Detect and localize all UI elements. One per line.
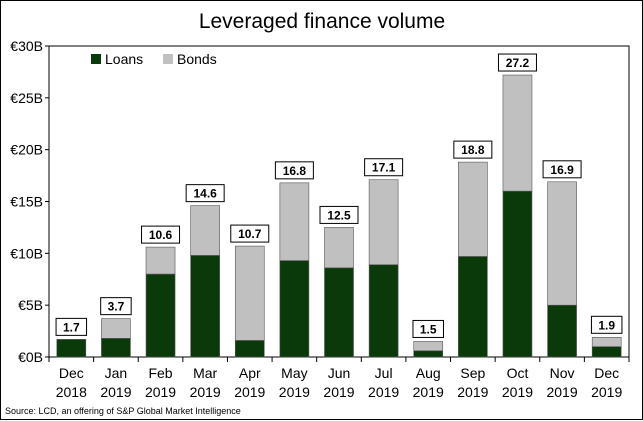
x-tick-label: Sep	[460, 365, 485, 381]
x-tick-label: Aug	[416, 365, 441, 381]
x-tick-label: 2019	[279, 384, 310, 400]
x-tick-label: Oct	[507, 365, 529, 381]
bar-loans	[591, 346, 622, 358]
total-label: 1.7	[63, 320, 80, 334]
x-tick-label: 2019	[591, 384, 622, 400]
bar-bonds	[547, 181, 577, 306]
bar-loans	[413, 350, 444, 358]
bar-loans	[190, 255, 220, 358]
x-tick-label: 2019	[502, 384, 533, 400]
bar-loans	[368, 264, 399, 358]
total-label-box	[412, 319, 444, 338]
legend-label-loans: Loans	[105, 51, 143, 67]
total-label-box	[497, 53, 537, 72]
total-label: 14.6	[193, 187, 217, 201]
bar-bonds	[591, 337, 622, 347]
legend-swatch-bonds	[163, 54, 173, 64]
x-tick-label: 2019	[145, 384, 176, 400]
y-tick-label: €25B	[10, 90, 43, 106]
total-label-box	[141, 225, 181, 244]
total-label-box	[274, 161, 314, 180]
x-tick-label: 2019	[190, 384, 221, 400]
total-label: 27.2	[506, 56, 530, 70]
x-tick-label: 2019	[546, 384, 577, 400]
total-label-box	[100, 297, 132, 316]
total-label-box	[319, 205, 359, 224]
x-tick-label: 2018	[56, 384, 87, 400]
total-label-box	[55, 317, 88, 336]
source-note: Source: LCD, an offering of S&P Global M…	[5, 406, 241, 416]
bar-loans	[101, 338, 131, 358]
total-label-box	[542, 160, 582, 179]
x-tick-label: Nov	[550, 365, 575, 381]
total-label: 18.8	[461, 143, 485, 157]
y-tick-label: €20B	[10, 142, 43, 158]
total-label: 10.6	[149, 228, 173, 242]
total-label-box	[364, 158, 404, 177]
x-tick-label: Jun	[328, 365, 351, 381]
bar-loans	[279, 260, 310, 358]
total-label: 1.5	[420, 322, 437, 336]
x-tick-label: Dec	[594, 365, 619, 381]
total-label-box	[453, 140, 493, 159]
bar-bonds	[324, 227, 354, 269]
bar-bonds	[458, 161, 488, 257]
x-tick-label: 2019	[368, 384, 399, 400]
bar-loans	[145, 273, 176, 358]
bar-loans	[458, 256, 488, 358]
bar-bonds	[413, 341, 444, 352]
total-label: 16.8	[283, 164, 307, 178]
bar-loans	[234, 340, 265, 358]
chart-title: Leveraged finance volume	[199, 10, 445, 33]
bar-loans	[502, 190, 533, 358]
x-tick-label: May	[281, 365, 307, 381]
bar-loans	[547, 304, 577, 358]
x-tick-label: Feb	[148, 365, 172, 381]
plot-area: €0B €5B €10B €15B €20B €25B €30B 1.7 Dec 2018 3.7 J…	[10, 38, 630, 400]
x-tick-label: 2019	[413, 384, 444, 400]
legend-label-bonds: Bonds	[177, 51, 217, 67]
x-tick-label: 2019	[457, 384, 488, 400]
total-label-box	[185, 184, 225, 203]
total-label-box	[590, 315, 623, 334]
bar-bonds	[502, 74, 533, 192]
x-tick-label: 2019	[100, 384, 131, 400]
bar-bonds	[234, 245, 265, 341]
bar-loans	[324, 267, 354, 358]
total-label-box	[230, 224, 270, 243]
x-tick-label: Dec	[59, 365, 84, 381]
total-label: 16.9	[550, 163, 574, 177]
y-tick-label: €0B	[18, 349, 43, 365]
y-tick-label: €30B	[10, 38, 43, 54]
legend-swatch-loans	[91, 54, 101, 64]
total-label: 1.9	[598, 318, 615, 332]
y-tick-label: €10B	[10, 245, 43, 261]
bar-bonds	[279, 182, 310, 261]
x-tick-label: Jan	[105, 365, 128, 381]
x-tick-label: 2019	[323, 384, 354, 400]
bar-bonds	[368, 179, 399, 266]
y-tick-label: €5B	[18, 297, 43, 313]
legend: Loans Bonds	[91, 51, 217, 67]
x-tick-label: Apr	[239, 365, 261, 381]
bar-bonds	[145, 246, 176, 275]
total-label: 12.5	[327, 208, 351, 222]
bar-bonds	[190, 205, 220, 256]
total-label: 3.7	[108, 300, 125, 314]
x-tick-label: Mar	[193, 365, 217, 381]
bar-bonds	[101, 318, 131, 339]
bar-loans	[56, 339, 87, 358]
y-tick-label: €15B	[10, 194, 43, 210]
x-tick-label: Jul	[375, 365, 393, 381]
x-tick-label: 2019	[234, 384, 265, 400]
total-label: 17.1	[372, 161, 396, 175]
total-label: 10.7	[238, 227, 262, 241]
